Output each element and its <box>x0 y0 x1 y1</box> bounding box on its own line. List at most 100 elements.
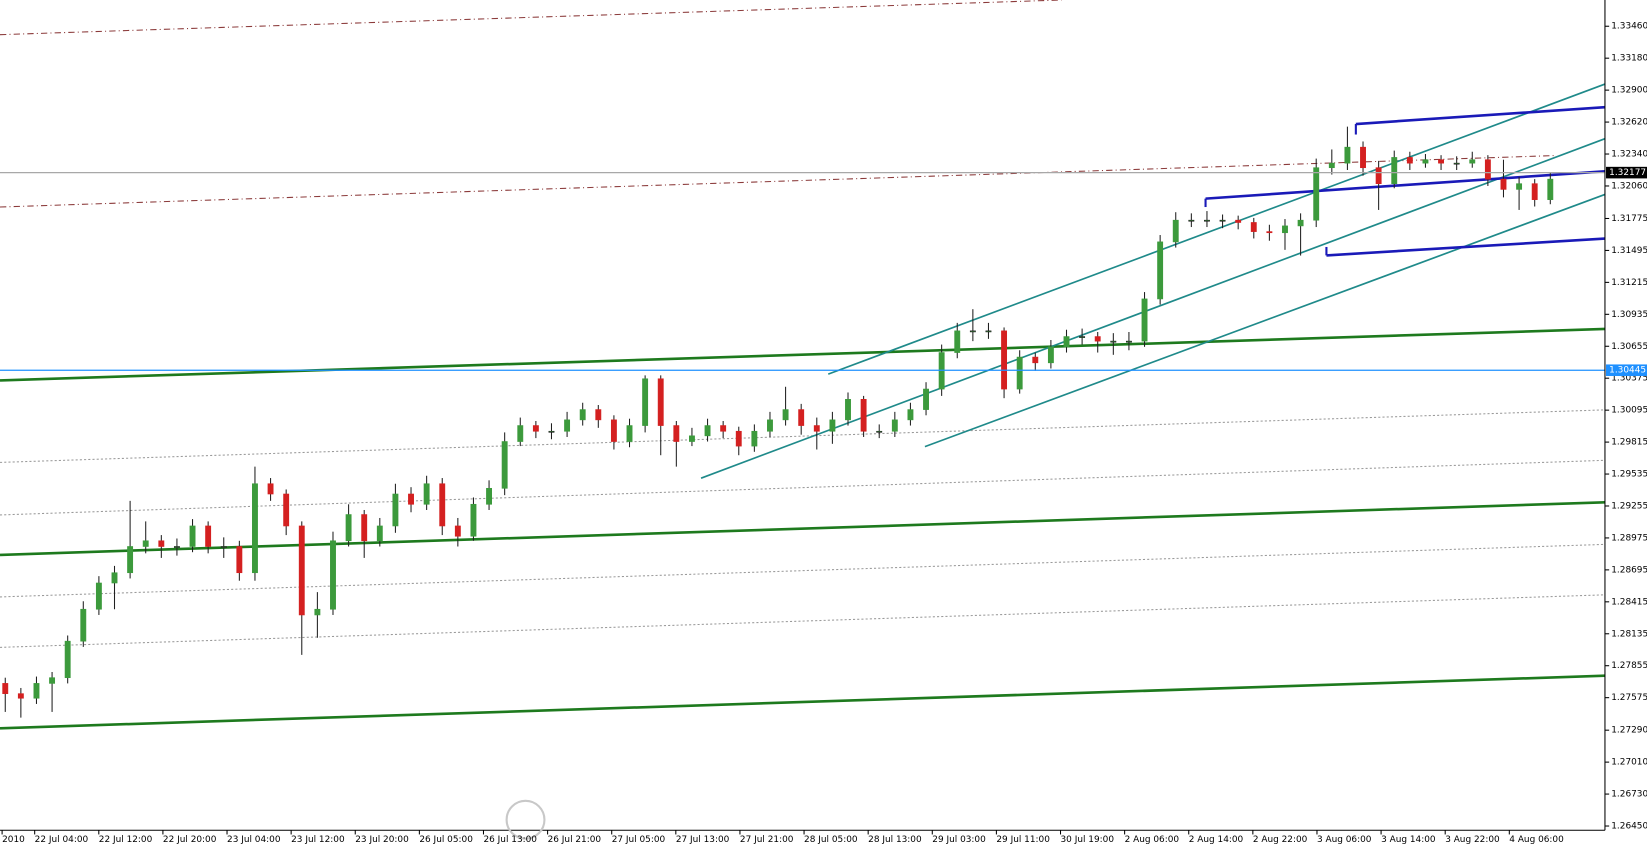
candle-body <box>95 582 102 610</box>
candle-body <box>1235 219 1242 223</box>
candle-body <box>610 419 617 442</box>
candle-body <box>1360 146 1366 169</box>
channel-line <box>1355 105 1606 126</box>
candle-body <box>158 540 165 547</box>
x-tick-label: 2 Aug 22:00 <box>1253 835 1308 845</box>
y-tick-label: 1.27290 <box>1611 726 1647 736</box>
candle-body <box>813 425 820 432</box>
candle-body <box>439 483 446 527</box>
candle-body <box>1032 356 1039 364</box>
candle-body <box>470 503 477 537</box>
candle-body <box>1282 225 1288 234</box>
price-label-bg <box>1606 364 1647 377</box>
candle-body <box>985 330 992 333</box>
candle-body <box>1001 330 1008 390</box>
y-tick-label: 1.26730 <box>1611 790 1647 800</box>
y-tick-label: 1.33180 <box>1611 54 1647 64</box>
y-tick-label: 1.27855 <box>1611 661 1647 671</box>
candle-body <box>17 693 24 699</box>
candle-body <box>876 430 883 433</box>
candle-body <box>642 378 649 426</box>
x-tick-label: 23 Jul 12:00 <box>291 835 345 845</box>
candle-body <box>189 525 196 547</box>
x-tick-label: 2010 <box>2 835 25 845</box>
candle-body <box>969 330 976 333</box>
candle-body <box>579 409 586 421</box>
candle-body <box>1172 219 1179 243</box>
candle-body <box>564 419 571 432</box>
candle-body <box>283 493 290 527</box>
y-tick-label: 1.32060 <box>1611 181 1647 191</box>
x-tick-label: 23 Jul 20:00 <box>355 835 409 845</box>
x-tick-label: 4 Aug 06:00 <box>1509 835 1564 845</box>
candle-body <box>1079 336 1086 338</box>
candle-body <box>751 430 758 447</box>
candle-body <box>64 640 71 679</box>
dotted-line <box>0 409 1605 463</box>
candle-body <box>860 399 867 432</box>
candle-body <box>1406 157 1413 164</box>
candle-body <box>891 419 898 432</box>
candle-body <box>205 525 212 547</box>
candle-body <box>408 493 414 505</box>
candle-body <box>1250 222 1257 232</box>
candle-body <box>1297 219 1304 227</box>
candle-body <box>111 572 118 584</box>
candle-body <box>1063 336 1070 348</box>
x-tick-label: 27 Jul 13:00 <box>676 835 730 845</box>
candle-body <box>1438 159 1445 164</box>
candle-body <box>1313 167 1320 221</box>
x-tick-label: 22 Jul 12:00 <box>99 835 153 845</box>
y-tick-label: 1.31775 <box>1611 214 1647 224</box>
candle-body <box>1453 162 1460 165</box>
price-label: 1.30445 <box>1609 366 1646 376</box>
candle-body <box>673 425 680 442</box>
candle-body <box>33 683 40 699</box>
candle-body <box>1204 219 1210 222</box>
trend-line <box>0 327 1606 382</box>
x-tick-label: 30 Jul 19:00 <box>1061 835 1115 845</box>
candle-body <box>782 409 789 421</box>
y-tick-label: 1.28135 <box>1611 629 1647 639</box>
dotted-line <box>0 543 1605 598</box>
dotted-line <box>0 459 1605 516</box>
candle-body <box>1157 241 1164 300</box>
candle-body <box>1547 178 1554 200</box>
candle-body <box>361 514 368 542</box>
candle-body <box>314 608 321 616</box>
candle-body <box>486 487 493 505</box>
y-tick-label: 1.31495 <box>1611 246 1647 256</box>
x-tick-label: 28 Jul 13:00 <box>868 835 922 845</box>
magnifier-icon <box>505 799 546 840</box>
candle-body <box>454 525 461 537</box>
candle-body <box>80 608 87 642</box>
candle-body <box>1328 162 1335 169</box>
candle-body <box>1422 159 1429 164</box>
x-tick-label: 29 Jul 03:00 <box>932 835 986 845</box>
x-tick-label: 26 Jul 05:00 <box>419 835 473 845</box>
candle-body <box>626 425 633 442</box>
candle-body <box>517 425 524 442</box>
y-tick-label: 1.26450 <box>1611 822 1647 832</box>
candle-body <box>907 409 914 421</box>
y-tick-label: 1.29815 <box>1611 438 1647 448</box>
y-tick-label: 1.28695 <box>1611 565 1647 575</box>
trend-line <box>0 501 1606 557</box>
candle-body <box>1141 298 1148 342</box>
candle-body <box>252 483 258 574</box>
trend-line <box>0 674 1606 730</box>
y-tick-label: 1.28975 <box>1611 533 1647 543</box>
candle-body <box>657 378 664 426</box>
candle-body <box>501 441 508 489</box>
candle-body <box>689 435 695 442</box>
channel-line <box>700 137 1606 479</box>
x-tick-label: 22 Jul 04:00 <box>35 835 89 845</box>
candle-body <box>298 525 305 616</box>
x-tick-label: 29 Jul 11:00 <box>996 835 1050 845</box>
candle-body <box>236 546 243 574</box>
candle-body <box>1375 167 1382 185</box>
candle-body <box>220 546 227 548</box>
y-tick-label: 1.32900 <box>1611 86 1647 96</box>
x-tick-label: 3 Aug 22:00 <box>1445 835 1500 845</box>
candle-body <box>423 483 430 505</box>
